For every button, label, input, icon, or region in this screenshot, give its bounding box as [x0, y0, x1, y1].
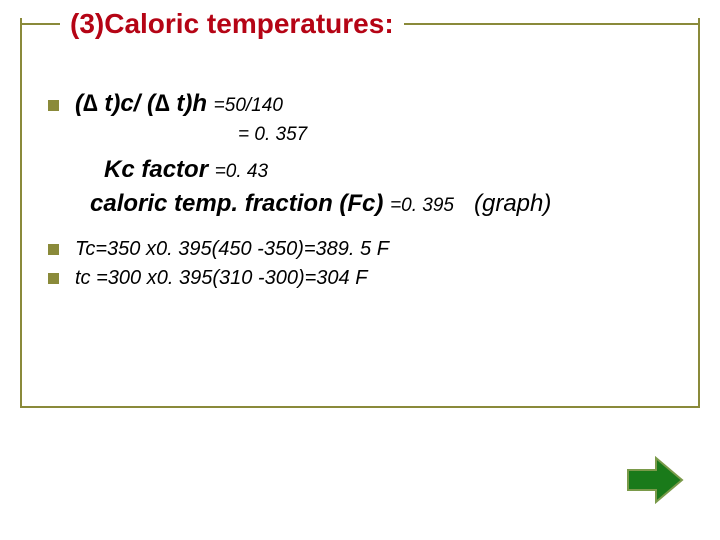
caloric-label: caloric temp. fraction (Fc): [90, 190, 383, 217]
tc-line: Tc=350 x0. 395(450 -350)=389. 5 F: [75, 238, 389, 261]
caloric-line: caloric temp. fraction (Fc) =0. 395 (gra…: [90, 190, 688, 218]
ratio-value: =50/140: [214, 95, 283, 116]
arrow-right-icon: [626, 456, 684, 504]
ratio-result: = 0. 357: [238, 124, 688, 146]
content-area: (∆ t)c/ (∆ t)h =50/140 = 0. 357 Kc facto…: [48, 90, 688, 294]
bullet-icon: [48, 244, 59, 255]
bullet-item-ratio: (∆ t)c/ (∆ t)h =50/140: [48, 90, 688, 118]
next-slide-button[interactable]: [626, 456, 684, 504]
kc-value: =0. 43: [215, 161, 268, 182]
bullet-item-tc: Tc=350 x0. 395(450 -350)=389. 5 F: [48, 236, 688, 261]
tc-lower-line: tc =300 x0. 395(310 -300)=304 F: [75, 267, 367, 290]
kc-line: Kc factor =0. 43: [104, 156, 688, 184]
bullet-item-tc-lower: tc =300 x0. 395(310 -300)=304 F: [48, 265, 688, 290]
caloric-note: (graph): [474, 190, 551, 217]
ratio-label: (∆ t)c/ (∆ t)h: [75, 90, 207, 117]
ratio-line: (∆ t)c/ (∆ t)h =50/140: [75, 90, 283, 118]
bullet-icon: [48, 273, 59, 284]
kc-label: Kc factor: [104, 156, 208, 183]
bullet-icon: [48, 100, 59, 111]
caloric-value: =0. 395: [390, 195, 454, 216]
